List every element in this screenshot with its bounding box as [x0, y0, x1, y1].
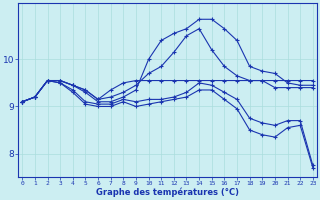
X-axis label: Graphe des températures (°C): Graphe des températures (°C)	[96, 188, 239, 197]
